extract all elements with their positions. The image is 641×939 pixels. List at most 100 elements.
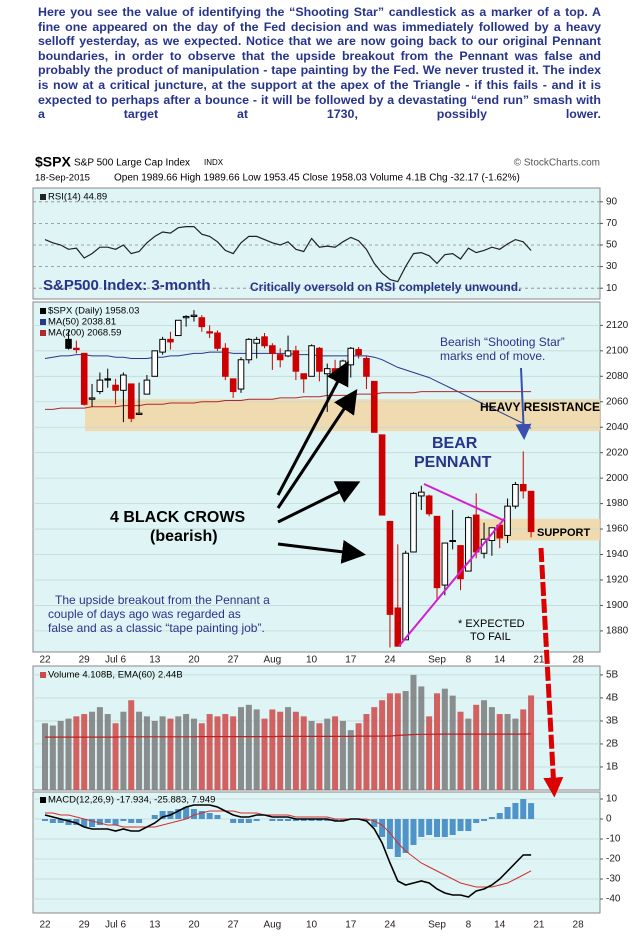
y-tick-label: 1960 [606,524,629,535]
volume-bar [465,718,472,790]
candle-body [237,359,245,390]
x-tick-label: 14 [494,920,506,931]
volume-bar [324,718,331,790]
candle-body [73,347,80,351]
volume-bar [183,714,190,790]
volume-bar [261,718,268,790]
volume-bar [230,716,237,790]
macd-histogram-bar [520,799,527,819]
y-tick-label: 1980 [606,498,629,509]
pennant-label: BEAR [432,435,478,452]
x-tick-label: 24 [384,920,396,931]
macd-histogram-bar [65,819,72,825]
arrow [276,389,358,509]
crows-label: 4 BLACK CROWS [110,509,245,526]
macd-histogram-bar [324,819,331,821]
candle-body [206,331,213,334]
volume-bar [434,693,440,790]
candle-body [472,514,480,553]
volume-bar [167,718,174,790]
macd-histogram-bar [473,819,480,823]
volume-bar [449,695,456,790]
candle-body [425,495,433,515]
legend-swatch [40,194,46,200]
candle-body [80,352,88,405]
volume-bar [222,714,229,790]
volume-bar [363,714,370,790]
volume-bar [332,716,339,790]
volume-bar [112,723,119,790]
macd-histogram-bar [504,807,511,819]
line [45,391,532,410]
y-tick-label: 2100 [606,345,629,356]
volume-bar [89,711,96,790]
legend-label: MA(200) 2068.59 [48,328,121,339]
x-tick-label: 10 [306,655,318,666]
arrow [277,481,361,524]
macd-histogram-bar [292,819,299,821]
candle-body [519,484,527,492]
y-tick-label: 10 [606,794,618,805]
y-tick-label: 50 [606,240,618,251]
macd-histogram-bar [402,819,409,853]
volume-bar [96,707,103,790]
x-tick-label: 17 [345,655,357,666]
quote: Open 1989.66 High 1989.66 Low 1953.45 Cl… [114,173,520,184]
candle-body [284,350,292,357]
candle-body [174,319,182,337]
candle-body [151,350,159,377]
macd-histogram-bar [42,819,48,821]
volume-bar [308,720,315,790]
y-tick-label: 2040 [606,422,629,433]
breakout-note: couple of days ago was regarded as [48,607,241,621]
y-tick-label: 70 [606,218,618,229]
y-tick-label: 0 [606,814,612,825]
candle-body [316,347,323,372]
fail-note: TO FAIL [470,631,511,643]
macd-histogram-bar [206,813,213,819]
candle-body [300,373,308,380]
y-tick-label: -10 [606,834,621,845]
exchange: INDX [204,158,224,167]
y-tick-label: 1940 [606,549,629,560]
volume-bar [347,730,354,790]
volume-bar [371,707,378,790]
legend-swatch [40,330,46,336]
candle-body [104,378,112,381]
y-tick-label: 5B [606,670,619,681]
candle-body [378,434,386,516]
volume-bar [496,714,503,790]
macd-histogram-bar [316,819,323,821]
macd-histogram-bar [418,819,425,837]
candle-body [229,378,237,393]
y-tick-label: 2080 [606,371,629,382]
macd-histogram-bar [363,819,370,821]
macd-histogram-bar [488,817,495,819]
volume-bar [292,711,299,790]
volume-bar [49,725,56,790]
macd-histogram-bar [238,819,244,823]
legend-label: MACD(12,26,9) -17.934, -25.883, 7.949 [48,795,215,806]
volume-bar [504,714,511,790]
volume-bar [277,711,284,790]
y-tick-label: 90 [606,196,618,207]
candle-body [159,338,166,353]
volume-bar [300,716,307,790]
volume-bar [159,716,166,790]
candle-body [198,317,206,328]
x-tick-label: 29 [79,655,91,666]
macd-histogram-bar [528,803,535,819]
volume-bar [488,707,495,790]
macd-histogram-bar [214,815,221,819]
zone-label: HEAVY RESISTANCE [480,400,600,414]
volume-bar [394,693,401,790]
line [44,226,532,283]
heading: S&P500 Index: 3-month [43,277,211,294]
legend-label: Volume 4.108B, EMA(60) 2.44B [48,670,183,681]
candle-body [527,490,535,533]
zone-label: SUPPORT [537,527,590,539]
y-tick-label: 4B [606,693,619,704]
candle-body [222,347,229,377]
